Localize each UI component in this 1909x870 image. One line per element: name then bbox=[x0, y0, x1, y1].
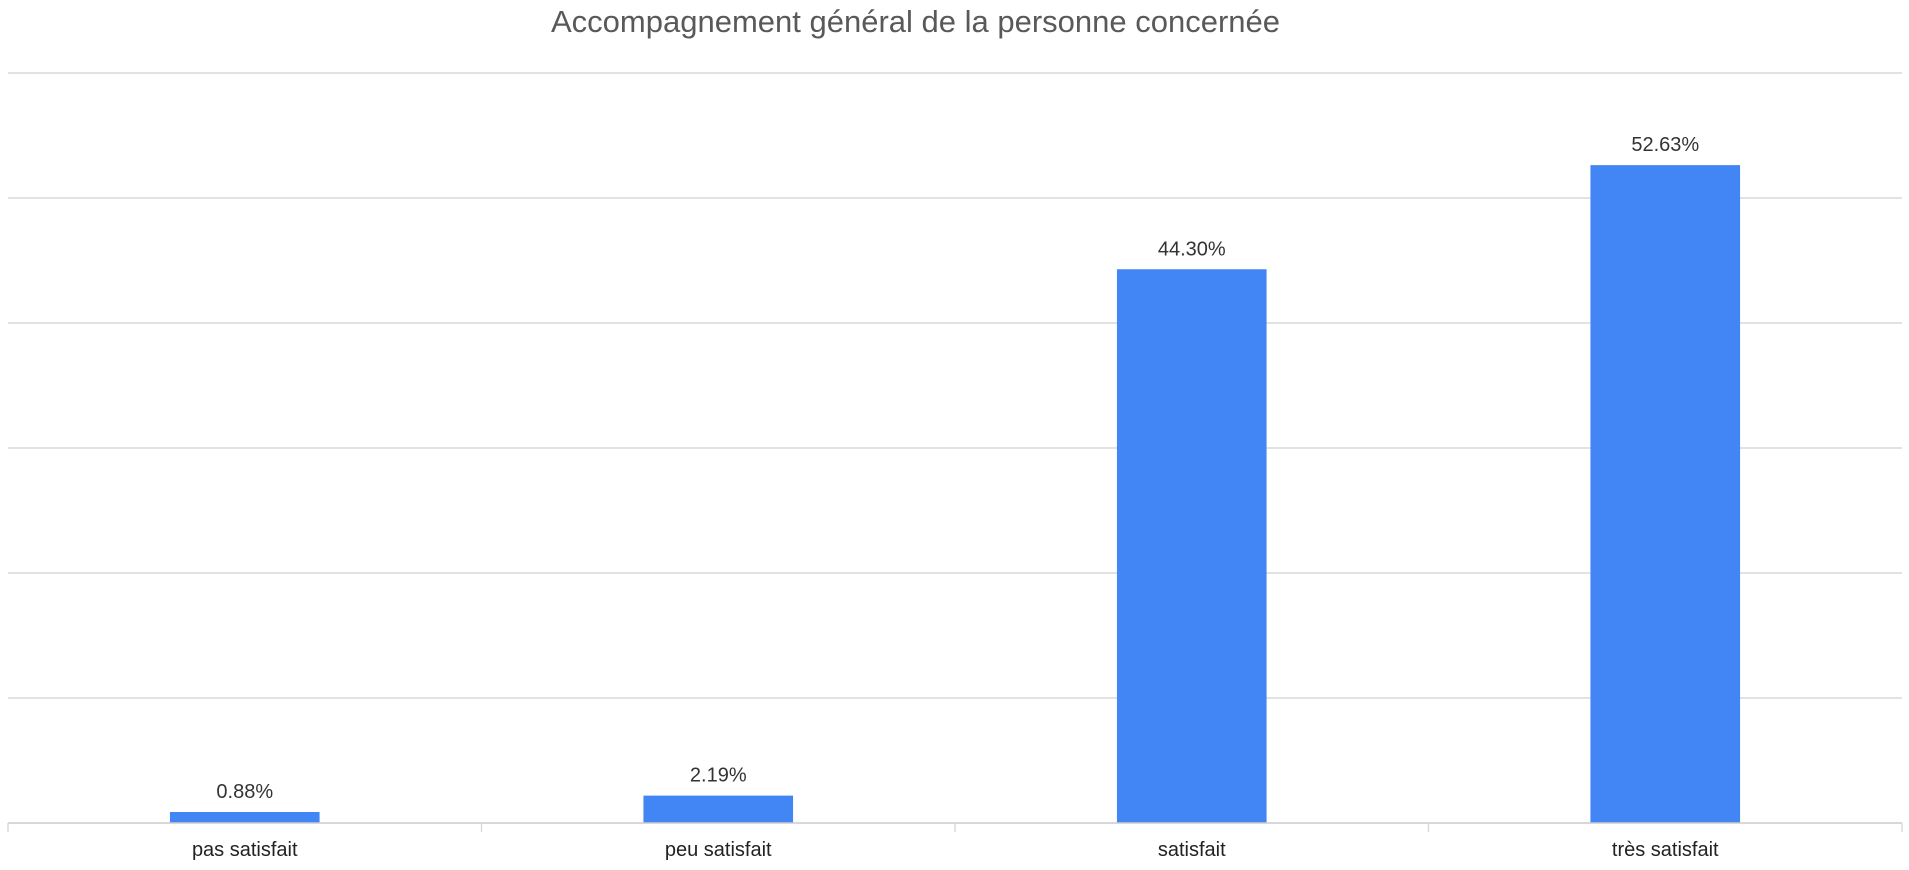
x-axis bbox=[7, 822, 1903, 832]
category-label: satisfait bbox=[1158, 839, 1226, 861]
chart-title: Accompagnement général de la personne co… bbox=[551, 4, 1280, 39]
bar-2 bbox=[643, 795, 794, 823]
labels: 0.88% pas satisfait 2.19% peu satisfait 44.3… bbox=[192, 134, 1719, 861]
gridlines bbox=[8, 72, 1902, 699]
bar-value-label: 44.30% bbox=[1158, 238, 1226, 260]
bar-value-label: 2.19% bbox=[690, 765, 747, 787]
bar-4 bbox=[1590, 165, 1741, 823]
category-label: peu satisfait bbox=[665, 839, 772, 861]
bar-1 bbox=[169, 812, 320, 823]
bar-3 bbox=[1116, 269, 1267, 823]
category-label: très satisfait bbox=[1612, 839, 1719, 861]
bar-value-label: 0.88% bbox=[216, 781, 273, 803]
bars bbox=[169, 165, 1741, 823]
bar-value-label: 52.63% bbox=[1631, 134, 1699, 156]
category-label: pas satisfait bbox=[192, 839, 298, 861]
